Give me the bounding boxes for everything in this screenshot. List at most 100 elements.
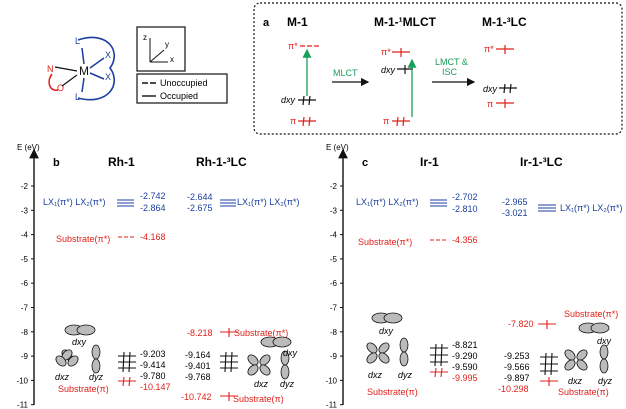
ir1lc-val-5: -9.897: [504, 373, 530, 383]
axes-glyph: z y x: [136, 26, 186, 72]
arrow-MLCT: MLCT: [333, 68, 358, 78]
energy-axis-left: E (eV) -2 -3 -4 -5 -6 -7 -8 -9 -10 -11: [16, 143, 40, 409]
state-M1: M-1: [287, 15, 308, 29]
svg-text:dxy: dxy: [381, 65, 396, 75]
occupancy-legend: Unoccupied Occupied: [136, 73, 228, 104]
lx-label-rh1: LX₁(π*) LX₂(π*): [43, 197, 105, 207]
axis-tick-label: -7: [21, 304, 29, 313]
axis-tick-label: -5: [21, 255, 29, 264]
arrow-LMCT-line2: ISC: [442, 67, 458, 77]
substrate-pi-ir1lc: Substrate(π): [558, 387, 609, 397]
ligand-L-top: L: [75, 36, 80, 46]
svg-text:π*: π*: [484, 44, 494, 54]
atom-O: O: [57, 83, 64, 93]
axis-y-label: y: [165, 40, 169, 49]
axis-tick-label: -9: [330, 352, 338, 361]
col-Ir-1-LC: Ir-1-³LC: [520, 155, 563, 169]
ir1-val-0: -2.702: [452, 192, 478, 202]
svg-text:dyz: dyz: [598, 376, 613, 386]
rh1lc-val-1: -2.675: [187, 203, 213, 213]
panel-c: c Ir-1 Ir-1-³LC LX₁(π*) LX₂(π*) LX₁(π*) …: [356, 155, 622, 397]
orbital-cluster-ir1: [366, 312, 409, 367]
svg-text:π: π: [290, 116, 296, 126]
axis-tick-label: -3: [330, 206, 338, 215]
rh1lc-val-3: -9.164: [185, 350, 211, 360]
rh1-val-4: -9.414: [140, 360, 166, 370]
substrate-pi-ir1: Substrate(π): [367, 387, 418, 397]
rh1lc-val-2: -8.218: [187, 328, 213, 338]
axis-tick-label: -8: [21, 328, 29, 337]
rh1-val-2: -4.168: [140, 232, 166, 242]
legend-occupied: Occupied: [160, 91, 198, 101]
substrate-pistar-ir1lc: Substrate(π*): [564, 309, 618, 319]
rh1lc-val-4: -9.401: [185, 361, 211, 371]
svg-text:dxy: dxy: [379, 326, 394, 336]
complex-scheme: L L X X M N O: [47, 36, 116, 102]
axis-tick-label: -10: [325, 376, 337, 385]
svg-text:dxy: dxy: [72, 337, 87, 347]
rh1lc-val-5: -9.768: [185, 372, 211, 382]
rh1-val-1: -2.864: [140, 203, 166, 213]
ligand-X-bottom: X: [105, 72, 111, 82]
axis-tick-label: -6: [330, 279, 338, 288]
axis-tick-label: -7: [330, 304, 338, 313]
axis-x-label: x: [170, 55, 174, 64]
axis-tick-label: -11: [326, 401, 338, 409]
axis-tick-label: -4: [330, 231, 338, 240]
orbital-cluster-rh1lc: [247, 336, 292, 380]
state-M1-LC: M-1-³LC: [482, 15, 527, 29]
axis-tick-label: -8: [330, 328, 338, 337]
axis-tick-label: -9: [21, 352, 29, 361]
svg-text:π*: π*: [381, 47, 391, 57]
atom-N: N: [47, 64, 54, 74]
svg-text:dyz: dyz: [398, 370, 413, 380]
ir1-val-2: -4.356: [452, 235, 478, 245]
lx-label-ir1lc: LX₁(π*) LX₂(π*): [560, 203, 622, 213]
substrate-pistar-rh1lc: Substrate(π*): [234, 328, 288, 338]
axis-tick-label: -10: [16, 376, 28, 385]
ir1-val-3: -8.821: [452, 340, 478, 350]
lx-label-rh1lc: LX₁(π*) LX₂(π*): [237, 197, 299, 207]
ir1lc-val-1: -3.021: [502, 208, 528, 218]
arrow-LMCT-line1: LMCT &: [435, 57, 468, 67]
svg-text:dxz: dxz: [55, 372, 70, 382]
rh1-val-3: -9.203: [140, 349, 166, 359]
rh1lc-val-6: -10.742: [181, 392, 212, 402]
orbital-cluster-ir1lc: [564, 322, 610, 374]
col-Ir-1: Ir-1: [420, 155, 439, 169]
substrate-pi-rh1lc: Substrate(π): [233, 394, 284, 404]
lx-label-ir1: LX₁(π*) LX₂(π*): [356, 197, 418, 207]
axis-z-label: z: [143, 33, 147, 42]
ir1lc-val-3: -9.253: [504, 351, 530, 361]
rh1-val-6: -10.147: [140, 382, 171, 392]
svg-text:dxz: dxz: [568, 376, 583, 386]
svg-text:dxy: dxy: [483, 84, 498, 94]
ir1-val-1: -2.810: [452, 204, 478, 214]
rh1lc-val-0: -2.644: [187, 192, 213, 202]
metal-center: M: [79, 64, 89, 78]
substrate-pi-rh1: Substrate(π): [58, 384, 109, 394]
panel-a-letter: a: [263, 17, 270, 29]
svg-text:E (eV): E (eV): [326, 143, 349, 152]
svg-text:π: π: [487, 99, 493, 109]
svg-text:dyz: dyz: [89, 372, 104, 382]
ir1lc-val-2: -7.820: [508, 319, 534, 329]
ir1lc-val-6: -10.298: [498, 384, 529, 394]
axis-tick-label: -4: [21, 231, 29, 240]
col-Rh-1-LC: Rh-1-³LC: [196, 155, 247, 169]
axis-tick-label: -11: [17, 401, 29, 409]
axis-title: E (eV): [17, 143, 40, 152]
ir1lc-val-4: -9.566: [504, 362, 530, 372]
axis-tick-label: -5: [330, 255, 338, 264]
svg-text:dxz: dxz: [368, 370, 383, 380]
ir1-val-4: -9.290: [452, 351, 478, 361]
legend-unoccupied: Unoccupied: [160, 78, 208, 88]
svg-text:dxz: dxz: [254, 379, 269, 389]
svg-text:π: π: [383, 116, 389, 126]
axis-tick-label: -6: [21, 279, 29, 288]
ir1lc-val-0: -2.965: [502, 197, 528, 207]
col-Rh-1: Rh-1: [108, 155, 135, 169]
ligand-L-bottom: L: [75, 92, 80, 102]
svg-text:dxy: dxy: [281, 95, 296, 105]
panel-b-letter: b: [53, 157, 60, 169]
